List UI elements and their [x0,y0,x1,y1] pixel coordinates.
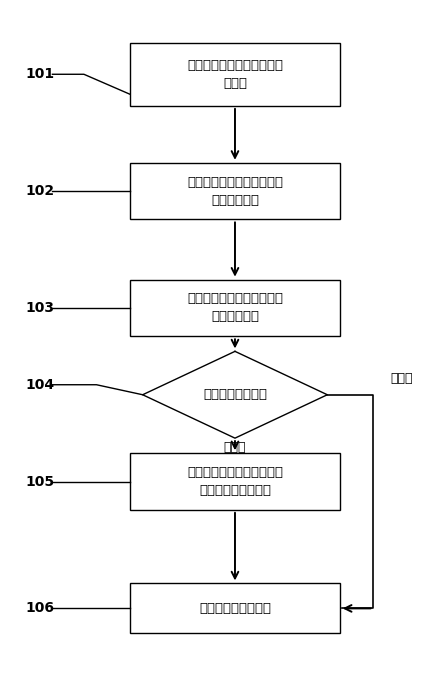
Text: 获取最终的心电信号: 获取最终的心电信号 [199,602,271,615]
Text: 对运动心电信号进行放大及
低通滤波处理: 对运动心电信号进行放大及 低通滤波处理 [187,176,283,207]
Bar [130,43,340,106]
Polygon shape [143,352,327,438]
Text: 幅度小: 幅度小 [391,372,413,385]
Text: 104: 104 [25,378,54,391]
Text: 对运动心电信号及运动参考
信号进行自适应消除: 对运动心电信号及运动参考 信号进行自适应消除 [187,466,283,497]
Text: 105: 105 [25,475,54,489]
Bar [130,163,340,220]
Text: 采集运动参考信号及运动心
电信号: 采集运动参考信号及运动心 电信号 [187,59,283,90]
Bar [130,280,340,337]
Bar [130,583,340,633]
Text: 运动干扰幅度判断: 运动干扰幅度判断 [203,388,267,402]
Text: 102: 102 [25,184,54,198]
Text: 106: 106 [25,602,54,615]
Text: 101: 101 [25,68,54,81]
Text: 幅度大: 幅度大 [224,441,246,454]
Text: 对运动心电信号进行模数转
换及滤波处理: 对运动心电信号进行模数转 换及滤波处理 [187,293,283,323]
Text: 103: 103 [25,301,54,315]
Bar [130,453,340,510]
